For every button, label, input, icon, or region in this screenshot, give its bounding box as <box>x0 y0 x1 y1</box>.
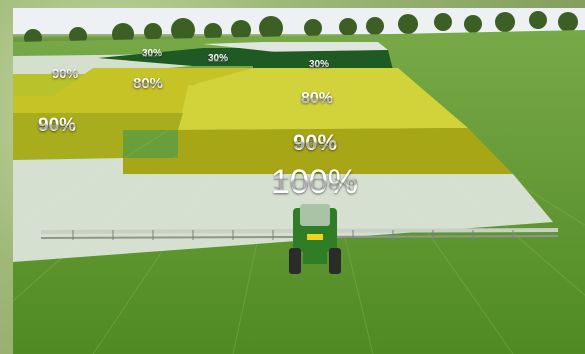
sky <box>13 8 585 34</box>
zone-label-80-center: 80% <box>301 91 333 107</box>
zone-100 <box>13 158 553 262</box>
tractor <box>289 204 341 274</box>
zone-label-80-left: 80% <box>133 76 163 91</box>
zone-label-30-b: 30% <box>208 54 228 64</box>
field-photo: 30% 30% 30% 90% 80% 80% 90% 90% 100% <box>13 8 585 354</box>
zone-label-30-c: 30% <box>309 60 329 70</box>
tree-line <box>24 11 578 47</box>
zone-label-100: 100% <box>271 165 358 199</box>
zone-light-top <box>203 42 388 52</box>
zone-label-30-a: 30% <box>142 49 162 59</box>
zone-label-90-center: 90% <box>293 132 337 154</box>
zone-30-left <box>98 48 283 66</box>
zone-label-90-left: 90% <box>38 116 76 135</box>
zone-label-90-top: 90% <box>52 67 78 80</box>
